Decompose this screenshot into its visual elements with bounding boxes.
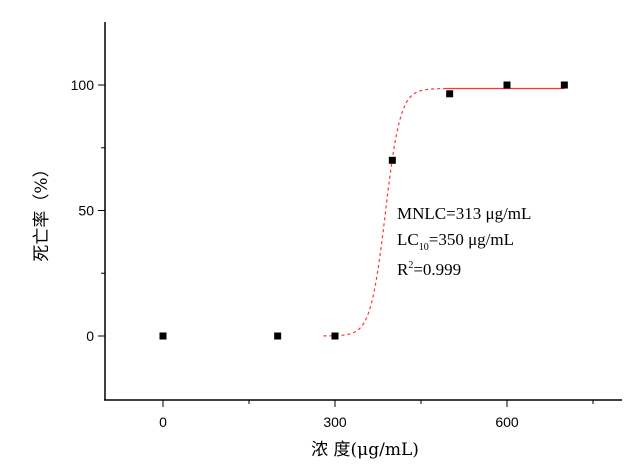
y-tick-label: 100 <box>71 77 95 93</box>
axes <box>104 22 622 401</box>
r-prefix: R <box>397 260 409 279</box>
data-point <box>560 81 568 89</box>
x-tick-label: 0 <box>159 414 167 430</box>
r-suffix: =0.999 <box>413 260 461 279</box>
y-tick-label: 0 <box>86 328 94 344</box>
data-point <box>159 332 167 340</box>
tick-labels: 0 300 600 0 50 100 <box>71 77 519 430</box>
data-point <box>503 81 511 89</box>
annotation-lc10: LC10=350 μg/mL <box>397 230 514 253</box>
lc-suffix: =350 μg/mL <box>429 230 514 249</box>
data-point <box>274 332 282 340</box>
data-points <box>159 81 568 340</box>
x-tick-label: 300 <box>323 414 347 430</box>
annotation-r2: R2=0.999 <box>397 260 461 279</box>
data-point <box>331 332 339 340</box>
ticks <box>98 84 594 407</box>
fit-curve-dashed <box>323 88 444 337</box>
y-axis-title: 死亡率（%） <box>32 160 52 261</box>
x-axis-title: 浓 度(μg/mL) <box>311 440 419 460</box>
r-superscript: 2 <box>408 260 413 271</box>
y-tick-label: 50 <box>78 203 94 219</box>
annotation-mnlc: MNLC=313 μg/mL <box>397 204 531 223</box>
data-point <box>388 156 396 164</box>
x-tick-label: 600 <box>495 414 519 430</box>
lc-prefix: LC <box>397 230 419 249</box>
annotation-block: MNLC=313 μg/mL LC10=350 μg/mL R2=0.999 <box>397 204 531 279</box>
lc-subscript: 10 <box>419 242 429 253</box>
data-point <box>446 90 454 98</box>
